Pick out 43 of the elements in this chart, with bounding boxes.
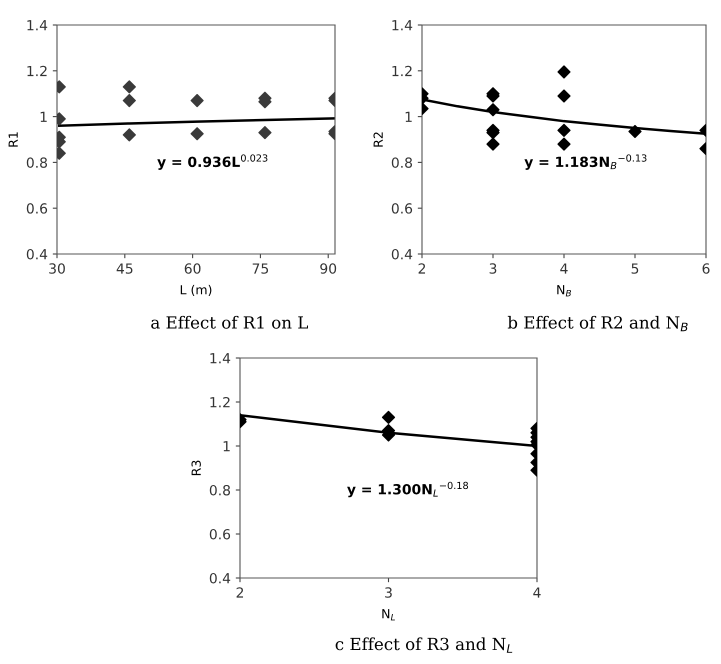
annotation: y = 1.183N$_{B}$$^{−0.13}$ [524, 154, 646, 170]
x-tick-label: 3 [490, 263, 496, 274]
text: a Effect of R1 on L [151, 316, 308, 329]
x-axis-title: N$_{L}$ [382, 609, 395, 620]
y-tick-label: 0.6 [392, 203, 412, 214]
y-axis-title: R2 [373, 132, 383, 147]
annotation: y = 0.936L$^{0.023}$ [157, 154, 268, 170]
x-tick-label: 5 [632, 263, 638, 274]
y-tick-label: 0.4 [210, 572, 230, 584]
y-tick-label: 1.4 [27, 20, 48, 30]
y-tick-label: 0.8 [392, 157, 412, 168]
y-tick-label: 1.4 [210, 353, 230, 364]
y-tick-label: 1.2 [210, 396, 230, 408]
x-tick-label: 4 [533, 587, 541, 598]
x-tick-label: 3 [385, 587, 392, 598]
x-tick-label: 6 [702, 263, 710, 274]
x-tick-label: 45 [116, 263, 132, 274]
annotation: y = 1.300N$_{L}$$^{−0.18}$ [347, 482, 468, 498]
y-tick-label: 1 [224, 441, 230, 452]
x-axis-title: L (m) [180, 284, 212, 296]
y-tick-label: 1.2 [392, 66, 412, 76]
x-axis-title: N$_{B}$ [557, 285, 571, 296]
y-tick-label: 0.8 [26, 157, 48, 168]
y-axis-title: R3 [191, 460, 201, 476]
y-tick-label: 0.4 [26, 248, 48, 260]
x-tick-label: 30 [49, 263, 65, 274]
y-axis-title: R1 [8, 132, 18, 147]
y-tick-label: 0.6 [210, 528, 230, 540]
y-tick-label: 0.8 [210, 484, 230, 496]
x-tick-label: 2 [236, 587, 244, 598]
y-tick-label: 0.4 [392, 248, 412, 260]
y-tick-label: 1.2 [27, 66, 47, 76]
x-tick-label: 75 [252, 263, 268, 274]
text: c Effect of R3 and N$_{L}$ [336, 637, 512, 653]
y-tick-label: 1 [406, 112, 412, 122]
y-tick-label: 1 [40, 112, 47, 122]
y-tick-label: 1.4 [392, 20, 412, 30]
text: b Effect of R2 and N$_{B}$ [508, 316, 688, 332]
x-tick-label: 2 [418, 263, 426, 274]
x-tick-label: 90 [320, 263, 336, 274]
x-tick-label: 4 [560, 263, 568, 274]
x-tick-label: 60 [184, 263, 201, 274]
y-tick-label: 0.6 [26, 203, 48, 214]
